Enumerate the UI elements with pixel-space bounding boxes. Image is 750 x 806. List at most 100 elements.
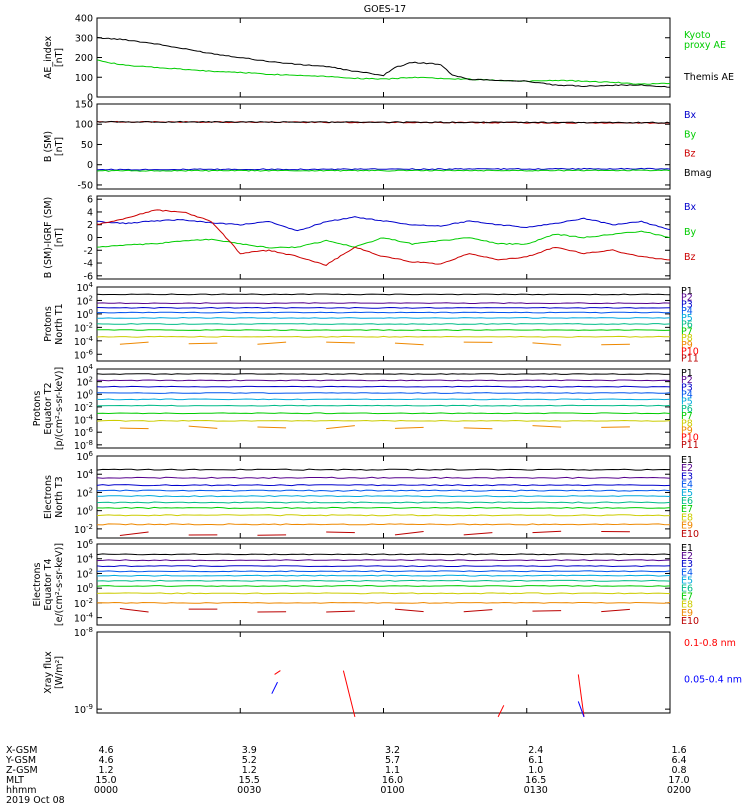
series-line-3 (97, 121, 670, 123)
right-label: Bx (684, 110, 697, 121)
y-axis-label: [nT] (54, 48, 65, 67)
series-line-0 (97, 60, 670, 84)
flux-low-segment (464, 428, 493, 429)
footer-value: 0030 (232, 785, 266, 796)
flux-line-8 (97, 603, 670, 604)
y-tick-label: 100 (76, 505, 93, 518)
y-tick-label: 104 (76, 281, 93, 294)
flux-low-segment (326, 532, 355, 533)
y-tick-label: -4 (84, 259, 93, 270)
y-axis-label: Equator T4 (43, 558, 54, 610)
footer-row-label: 2019 Oct 08 (6, 795, 65, 806)
flux-low-segment (464, 610, 493, 612)
flux-low-segment (326, 426, 355, 429)
y-tick-label: 10-2 (74, 401, 93, 414)
flux-low-segment (120, 428, 149, 429)
flux-line-3 (97, 312, 670, 313)
flux-low-segment (532, 611, 561, 612)
y-axis-label: North T1 (54, 303, 65, 344)
y-tick-label: 106 (76, 450, 93, 463)
y-tick-label: 100 (75, 120, 93, 131)
flux-low-segment (120, 342, 149, 344)
y-tick-label: 104 (76, 468, 93, 481)
flux-low-segment (326, 611, 355, 612)
y-axis-label: Equator T2 (43, 382, 54, 434)
panel-frame (97, 104, 670, 189)
y-tick-label: 300 (75, 33, 93, 44)
right-label: 0.05-0.4 nm (684, 675, 742, 686)
flux-line-7 (97, 336, 670, 337)
flux-line-2 (97, 485, 670, 486)
flux-line-4 (97, 399, 670, 400)
right-label: By (684, 227, 697, 238)
flux-low-segment (395, 427, 424, 428)
y-axis-label: [nT] (54, 137, 65, 156)
y-axis-label: [nT] (54, 228, 65, 247)
flux-low-segment (189, 426, 218, 428)
flux-low-segment (395, 343, 424, 345)
flux-line-1 (97, 380, 670, 381)
flux-line-0 (97, 469, 670, 470)
y-tick-label: 102 (76, 294, 93, 307)
flux-low-segment (257, 342, 286, 344)
flux-low-segment (120, 532, 149, 535)
y-axis-label: AE_index (43, 36, 54, 80)
flux-low-segment (395, 531, 424, 534)
panel-frame (97, 18, 670, 97)
flux-line-7 (97, 593, 670, 594)
y-axis-label: Protons (43, 306, 54, 342)
y-axis-label: [W/m²] (54, 656, 65, 689)
y-axis-label: [e/(cm²-s-sr-keV)] (54, 543, 65, 626)
y-tick-label: 10-6 (74, 426, 94, 439)
right-label: Bz (684, 149, 696, 160)
right-label: Themis AE (683, 72, 734, 83)
flux-line-7 (97, 515, 670, 516)
y-tick-label: 104 (76, 553, 93, 566)
flux-line-3 (97, 490, 670, 491)
y-axis-label: Electrons (43, 475, 54, 519)
flux-line-4 (97, 496, 670, 497)
flux-low-segment (532, 343, 561, 345)
flux-line-1 (97, 303, 670, 304)
y-tick-label: 150 (75, 100, 93, 111)
flux-line-6 (97, 507, 670, 508)
footer-value: 0200 (662, 785, 696, 796)
y-axis-label: B (SM)-IGRF (SM) (43, 197, 54, 279)
y-tick-label: 10-2 (74, 523, 93, 536)
legend-entry: E10 (681, 616, 699, 627)
y-axis-label: North T3 (54, 476, 65, 517)
legend-entry: E10 (681, 529, 699, 540)
xray-series-0 (498, 705, 504, 717)
y-tick-label: 10-4 (74, 414, 94, 427)
footer-value: 0000 (89, 785, 123, 796)
flux-line-4 (97, 318, 670, 319)
flux-low-segment (601, 344, 630, 345)
panel-frame (97, 632, 670, 713)
y-tick-label: 10-4 (74, 335, 94, 348)
panel-frame (97, 456, 670, 538)
right-label: Bx (684, 202, 697, 213)
flux-line-3 (97, 393, 670, 394)
y-tick-label: 102 (76, 486, 93, 499)
y-tick-label: 100 (76, 388, 93, 401)
flux-low-segment (257, 427, 286, 428)
flux-line-6 (97, 330, 670, 331)
y-tick-label: 400 (75, 14, 93, 25)
flux-line-5 (97, 502, 670, 503)
xray-series-0 (343, 671, 355, 717)
flux-line-5 (97, 405, 670, 406)
series-line-1 (97, 37, 670, 87)
flux-line-6 (97, 586, 670, 587)
flux-low-segment (464, 533, 493, 535)
right-label: Bmag (684, 168, 712, 179)
y-tick-label: 6 (87, 195, 93, 206)
y-axis-label: Electrons (32, 562, 43, 606)
y-axis-label: [p/(cm²-s-sr-keV)] (54, 367, 65, 450)
flux-low-segment (532, 531, 561, 532)
flux-line-0 (97, 294, 670, 295)
